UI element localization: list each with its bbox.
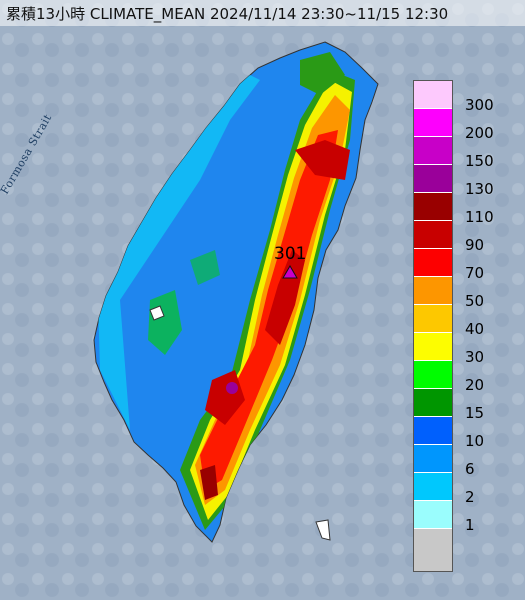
legend-swatch-130: [414, 165, 452, 192]
legend-swatch-2: [414, 473, 452, 500]
legend-swatch-1: [414, 501, 452, 528]
legend-label-300: 300: [465, 96, 494, 114]
legend-swatch-10: [414, 417, 452, 444]
legend-label-70: 70: [465, 264, 485, 282]
legend-label-15: 15: [465, 404, 485, 422]
legend-label-110: 110: [465, 208, 494, 226]
legend-label-10: 10: [465, 432, 485, 450]
max-rainfall-label: 301: [274, 244, 307, 264]
rainfall-legend: [413, 80, 453, 572]
legend-swatch-300: [414, 81, 452, 108]
legend-label-50: 50: [465, 292, 485, 310]
legend-swatch-40: [414, 305, 452, 332]
legend-swatch-90: [414, 221, 452, 248]
legend-label-130: 130: [465, 180, 494, 198]
legend-swatch-70: [414, 249, 452, 276]
legend-swatch-30: [414, 333, 452, 360]
legend-label-200: 200: [465, 124, 494, 142]
legend-swatch-none: [414, 529, 452, 571]
legend-label-1: 1: [465, 516, 475, 534]
legend-swatch-110: [414, 193, 452, 220]
legend-label-150: 150: [465, 152, 494, 170]
legend-swatch-200: [414, 109, 452, 136]
legend-swatch-20: [414, 361, 452, 388]
legend-swatch-6: [414, 445, 452, 472]
legend-swatch-50: [414, 277, 452, 304]
title-bar: 累積13小時 CLIMATE_MEAN 2024/11/14 23:30~11/…: [0, 0, 525, 26]
taiwan-rainfall-map: [93, 41, 379, 543]
legend-label-20: 20: [465, 376, 485, 394]
legend-label-40: 40: [465, 320, 485, 338]
legend-label-6: 6: [465, 460, 475, 478]
map-title: 累積13小時 CLIMATE_MEAN 2024/11/14 23:30~11/…: [6, 5, 449, 23]
legend-swatch-150: [414, 137, 452, 164]
legend-label-2: 2: [465, 488, 475, 506]
legend-label-30: 30: [465, 348, 485, 366]
legend-label-90: 90: [465, 236, 485, 254]
legend-swatch-15: [414, 389, 452, 416]
